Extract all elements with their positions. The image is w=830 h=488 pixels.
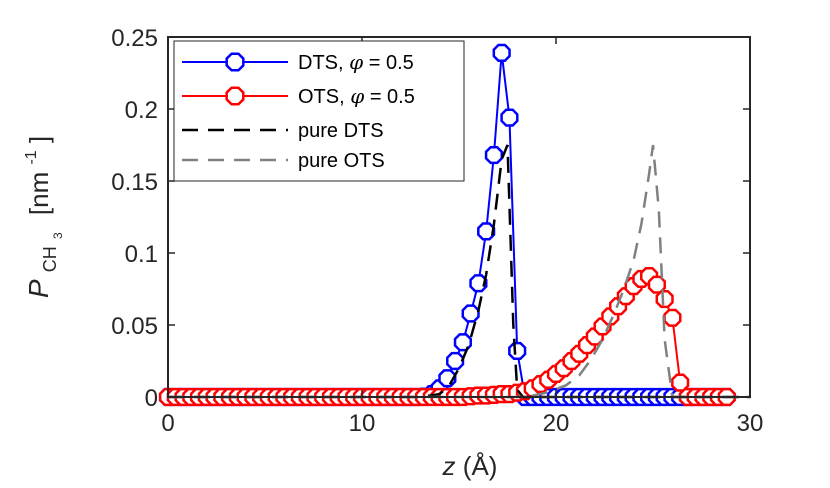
series-0-marker [446, 351, 465, 371]
plot-area [158, 36, 751, 407]
y-tick-label: 0.15 [111, 169, 158, 196]
legend-box [173, 40, 465, 182]
legend-entry-dts: DTS, φ = 0.5 [182, 50, 414, 74]
series-1-marker [655, 289, 674, 309]
legend-label-dts-suffix: = 0.5 [369, 52, 414, 74]
x-tick-label: 0 [161, 410, 174, 437]
legend-label-dts-prefix: DTS, [298, 52, 349, 74]
y-axis-label-unit: [nm [24, 172, 54, 215]
y-tick-label: 0.05 [111, 313, 158, 340]
series-0-marker [508, 341, 527, 361]
legend-entry-ots: OTS, φ = 0.5 [182, 84, 415, 108]
x-axis-label-var: z [442, 451, 456, 481]
y-axis-label-exp: -1 [23, 150, 40, 164]
y-axis-label-close: ] [24, 136, 54, 143]
y-tick-label: 0.1 [125, 241, 158, 268]
legend-entry-pure-ots: pure OTS [182, 150, 385, 172]
series-1-marker [647, 275, 666, 294]
series-0-marker [492, 43, 511, 62]
series-2-line [168, 144, 750, 399]
legend-label-ots-prefix: OTS, [298, 86, 350, 108]
series-1-marker [663, 308, 682, 327]
legend-label-pure-ots: pure OTS [298, 150, 385, 172]
legend-label-pure-dts: pure DTS [298, 120, 384, 142]
legend: DTS, φ = 0.5 OTS, φ = 0.5 pure DTS pure … [173, 40, 465, 182]
series-0-marker [500, 108, 519, 127]
svg-text:P CH 3 [nm: P CH 3 [nm -1 ] [12, 136, 68, 298]
legend-marker-ots [225, 86, 245, 106]
legend-entry-pure-dts: pure DTS [182, 120, 384, 142]
series-1-marker [671, 373, 690, 392]
y-axis-label-sub2: 3 [51, 232, 65, 239]
series-0-marker [461, 304, 480, 323]
series-0-marker [453, 333, 472, 352]
y-axis-label: P CH 3 [nm -1 ] [12, 136, 68, 298]
y-tick-label: 0 [145, 385, 158, 412]
legend-label-ots-phi: φ [350, 84, 364, 108]
axes-box [167, 36, 751, 398]
series-3-line [168, 144, 750, 399]
x-tick-label: 30 [737, 410, 764, 437]
series-0-marker [484, 145, 504, 165]
legend-label-dts-phi: φ [349, 50, 363, 74]
legend-label-dts: DTS, φ = 0.5 [298, 50, 414, 74]
y-tick-label: 0.2 [125, 97, 158, 124]
x-axis-label: z (Å) [442, 451, 498, 481]
legend-label-ots-suffix: = 0.5 [370, 86, 415, 108]
x-axis-label-unit: (Å) [463, 451, 498, 481]
x-tick-label: 10 [349, 410, 376, 437]
y-tick-label: 0.25 [111, 25, 158, 52]
y-axis-label-var: P [23, 279, 54, 298]
tick-labels: 0 10 20 30 0 0.05 0.1 0.15 0.2 0.25 [111, 25, 763, 437]
x-tick-label: 20 [543, 410, 570, 437]
legend-marker-dts [225, 52, 245, 72]
legend-label-ots: OTS, φ = 0.5 [298, 84, 415, 108]
y-axis-label-sub1: CH [40, 246, 60, 272]
